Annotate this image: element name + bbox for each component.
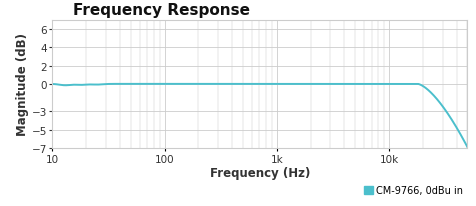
Text: Frequency Response: Frequency Response	[73, 3, 250, 18]
X-axis label: Frequency (Hz): Frequency (Hz)	[209, 167, 309, 179]
Legend: CM-9766, 0dBu in: CM-9766, 0dBu in	[359, 181, 466, 199]
Y-axis label: Magnitude (dB): Magnitude (dB)	[16, 33, 29, 136]
